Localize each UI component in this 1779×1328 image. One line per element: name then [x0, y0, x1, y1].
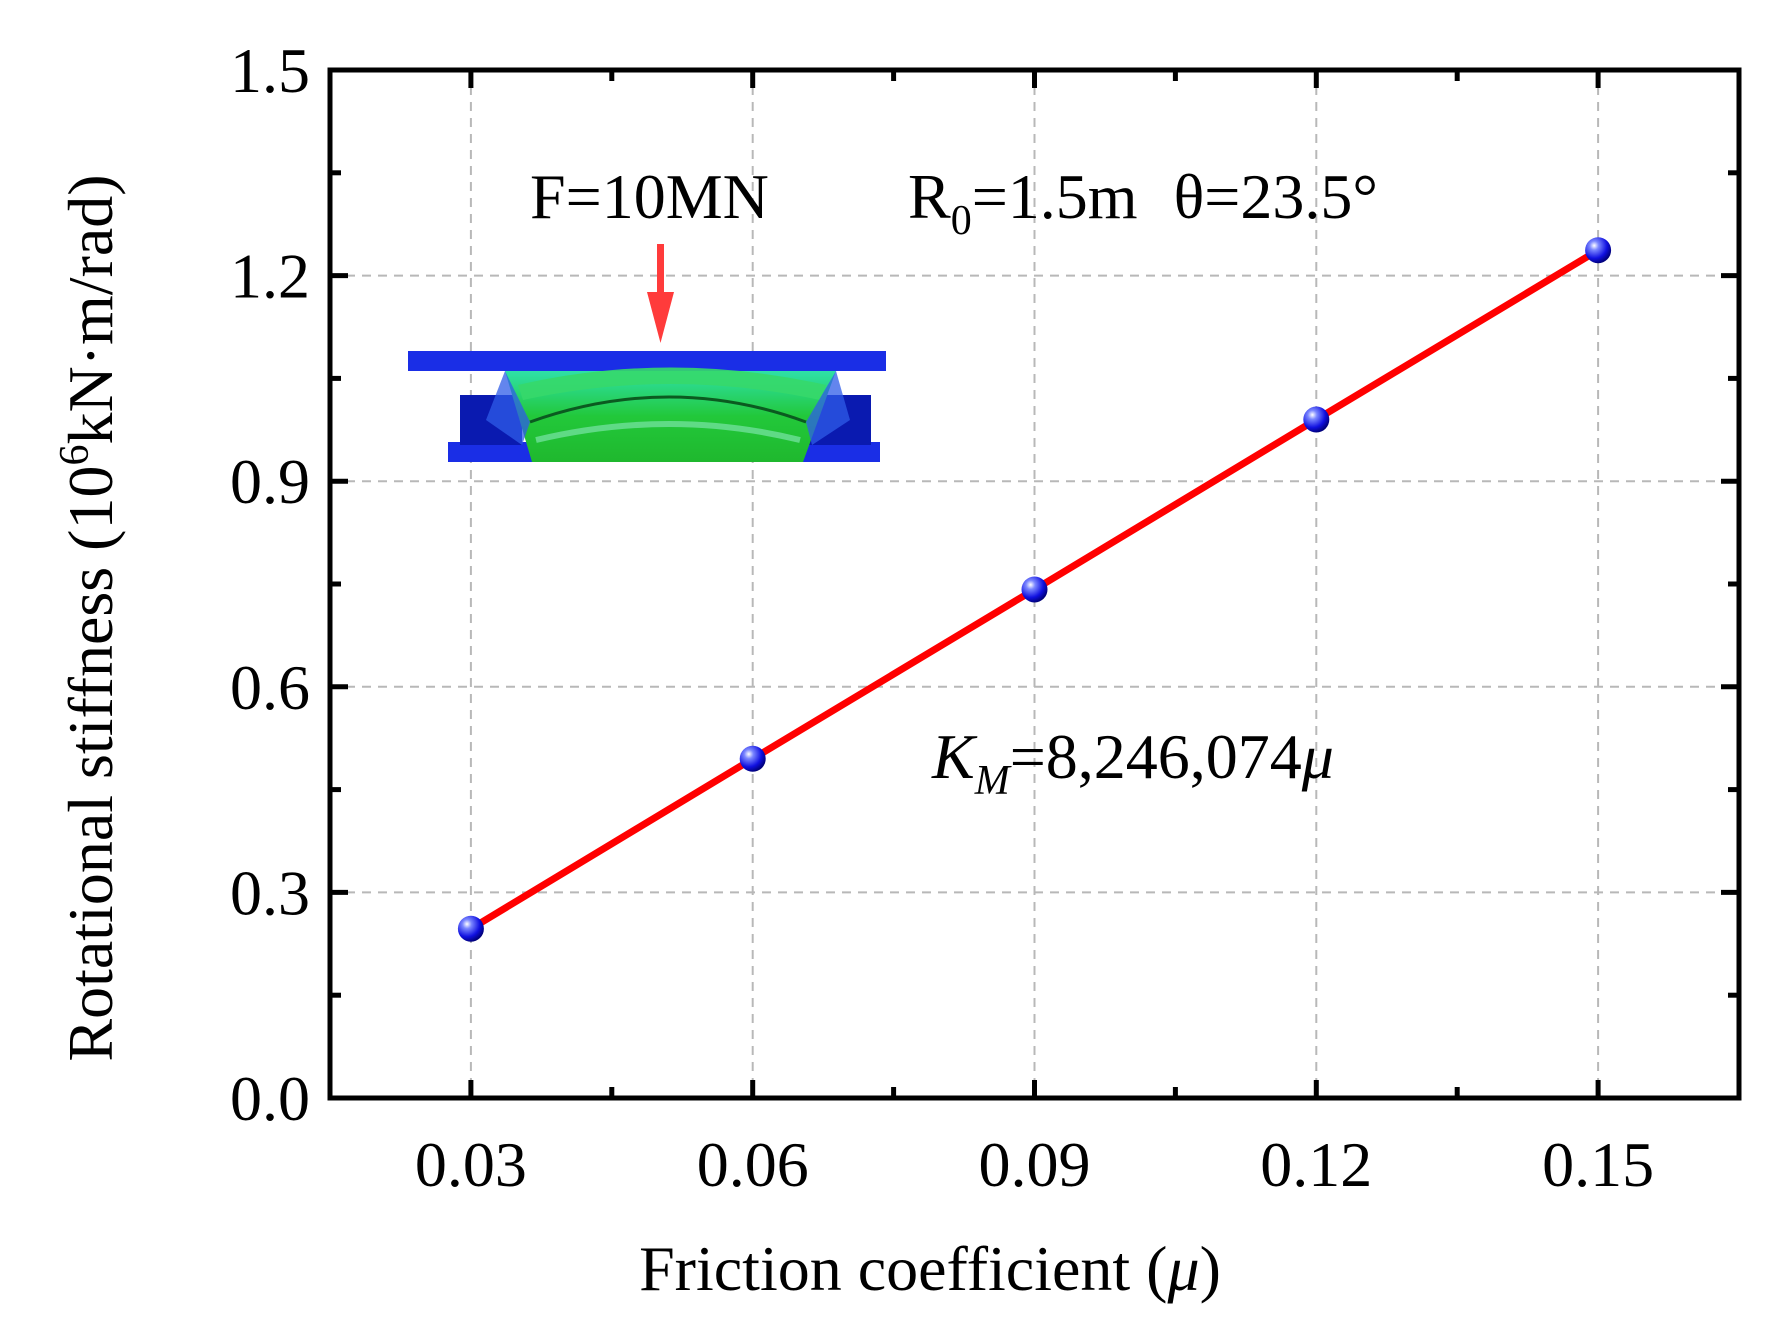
- data-point: [1585, 237, 1612, 264]
- y-tick-label: 0.3: [230, 857, 310, 928]
- data-point: [1303, 406, 1330, 433]
- bearing-fe-model-inset: [408, 244, 886, 462]
- x-axis-label: Friction coefficient (μ): [639, 1233, 1221, 1304]
- fit-equation: KM=8,246,074μ: [931, 721, 1334, 804]
- x-tick-label: 0.09: [979, 1129, 1091, 1200]
- plot-frame: [327, 67, 1742, 1101]
- x-tick-label: 0.15: [1542, 1129, 1654, 1200]
- y-axis-label: Rotational stiffness (106kN·m/rad): [52, 174, 126, 1061]
- data-point: [739, 745, 766, 772]
- bearing-top-plate: [408, 351, 886, 371]
- tick-labels: 0.0 0.3 0.6 0.9 1.2 1.5 0.03 0.06 0.09 0.12 0.15: [230, 35, 1654, 1200]
- x-tick-label: 0.03: [415, 1129, 527, 1200]
- y-tick-label: 1.2: [230, 241, 310, 312]
- load-annotation: F=10MN: [530, 161, 769, 232]
- bearing-lower-band: [535, 421, 801, 443]
- load-arrow-shaft: [657, 244, 664, 300]
- bearing-left-wedge: [486, 371, 530, 445]
- x-tick-label: 0.06: [697, 1129, 809, 1200]
- data-point: [457, 915, 484, 942]
- data-point: [1021, 576, 1048, 603]
- y-tick-label: 0.6: [230, 652, 310, 723]
- geometry-annotation: R0=1.5m θ=23.5°: [908, 161, 1378, 244]
- bearing-spherical-interface: [529, 395, 807, 424]
- load-arrow-head: [647, 292, 674, 343]
- x-tick-label: 0.12: [1260, 1129, 1372, 1200]
- y-tick-label: 0.0: [230, 1063, 310, 1134]
- y-tick-label: 1.5: [230, 35, 310, 106]
- data-series: [457, 237, 1612, 942]
- y-tick-label: 0.9: [230, 446, 310, 517]
- bearing-core: [505, 371, 836, 462]
- bearing-core-band: [518, 367, 826, 400]
- bearing-right-wedge: [806, 371, 850, 445]
